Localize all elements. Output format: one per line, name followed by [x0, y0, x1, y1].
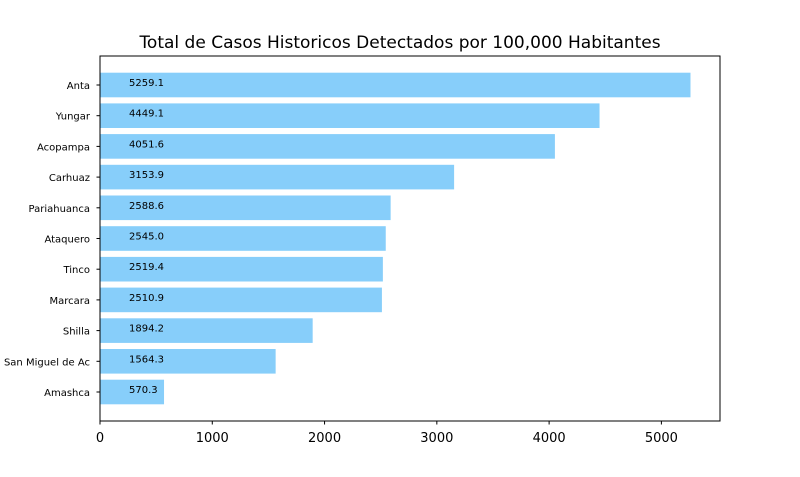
y-tick-label: Anta: [67, 81, 90, 92]
value-label: 4449.1: [129, 109, 164, 120]
value-label: 3153.9: [129, 170, 164, 181]
bar: [100, 287, 382, 313]
x-tick-label: 2000: [308, 431, 341, 446]
y-tick-label: San Miguel de Ac: [4, 357, 90, 368]
value-label: 2519.4: [129, 262, 164, 273]
value-label: 5259.1: [129, 78, 164, 89]
y-tick-label: Marcara: [49, 296, 90, 307]
y-tick-label: Pariahuanca: [29, 204, 91, 215]
bar: [100, 195, 391, 221]
value-label: 2545.0: [129, 232, 164, 243]
bar: [100, 72, 691, 98]
bar: [100, 164, 455, 190]
bar: [100, 379, 165, 405]
y-tick-label: Carhuaz: [49, 173, 90, 184]
value-label: 570.3: [129, 385, 158, 396]
bar: [100, 103, 600, 128]
x-tick-label: 1000: [196, 431, 229, 446]
value-label: 1564.3: [129, 354, 164, 365]
x-tick-label: 5000: [645, 431, 678, 446]
x-tick-label: 4000: [533, 431, 566, 446]
bar: [100, 256, 383, 282]
bar: [100, 134, 555, 159]
y-tick-label: Ataquero: [44, 235, 90, 246]
value-label: 2510.9: [129, 293, 164, 304]
y-tick-label: Amashca: [44, 388, 90, 399]
y-tick-label: Yungar: [55, 112, 91, 123]
chart-title: Total de Casos Historicos Detectados por…: [138, 33, 660, 53]
bar: [100, 226, 386, 251]
bar: [100, 349, 276, 374]
bar: [100, 318, 313, 343]
value-label: 4051.6: [129, 139, 164, 150]
x-tick-label: 3000: [420, 431, 453, 446]
x-tick-label: 0: [96, 431, 104, 446]
value-label: 1894.2: [129, 324, 164, 335]
value-label: 2588.6: [129, 201, 164, 212]
y-tick-label: Acopampa: [37, 142, 90, 153]
y-tick-label: Shilla: [63, 327, 90, 338]
y-tick-label: Tinco: [62, 265, 90, 276]
